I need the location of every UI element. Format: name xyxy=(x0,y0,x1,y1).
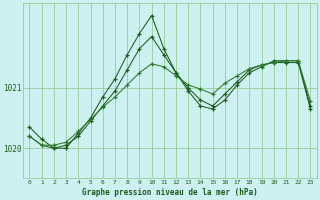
X-axis label: Graphe pression niveau de la mer (hPa): Graphe pression niveau de la mer (hPa) xyxy=(82,188,258,197)
